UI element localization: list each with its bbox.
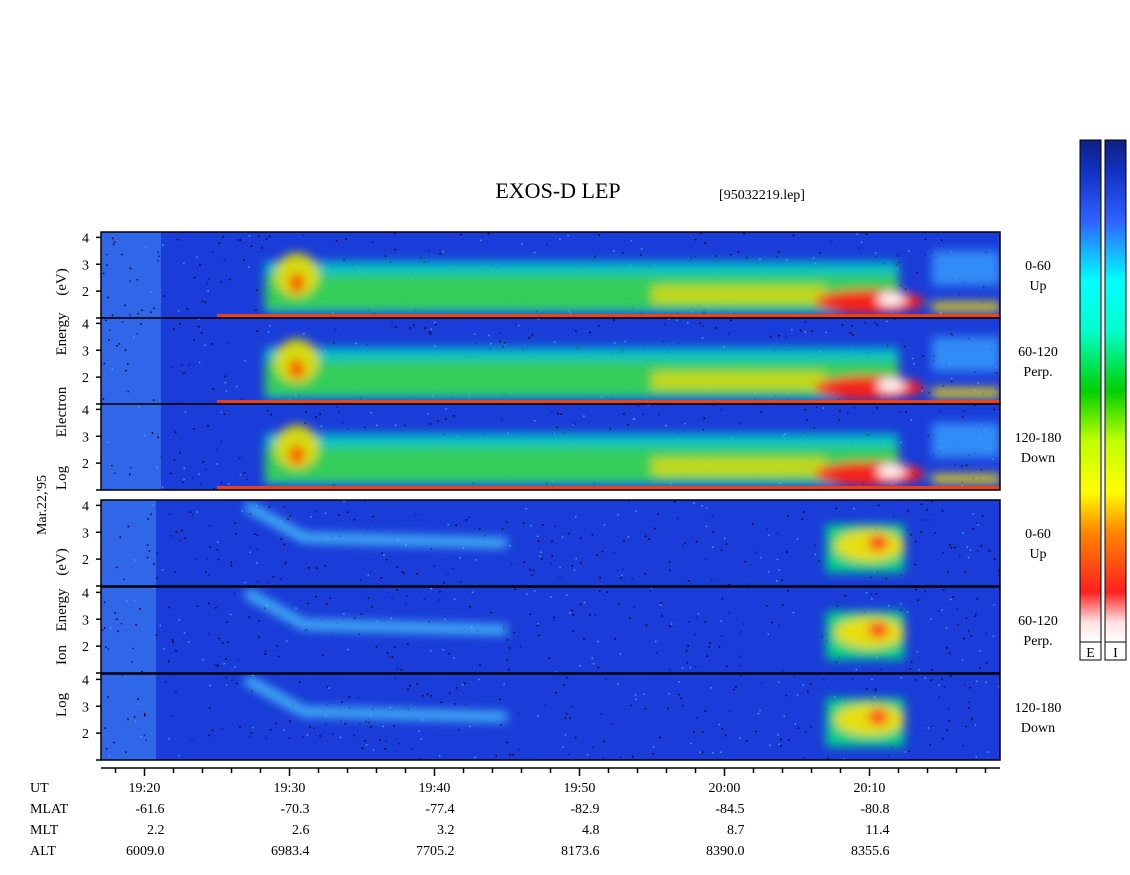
y-tick-label: 4 (82, 403, 89, 418)
date-label: Mar.22,'95 (35, 475, 50, 535)
y-axis-label-word: Ion (54, 645, 70, 665)
y-tick-label: 3 (82, 344, 89, 359)
y-tick-label: 2 (82, 727, 89, 742)
y-tick-label: 3 (82, 526, 89, 541)
y-axis-label-word: (eV) (54, 268, 70, 295)
y-tick-label: 2 (82, 640, 89, 655)
y-tick-label: 2 (82, 457, 89, 472)
ephemeris-mlt-value: 4.8 (582, 823, 600, 838)
ephemeris-row-label: UT (30, 781, 49, 796)
y-tick-label: 2 (82, 285, 89, 300)
ephemeris-mlat-value: -61.6 (135, 802, 164, 817)
y-tick-label: 4 (82, 673, 89, 688)
ephemeris-row-label: MLAT (30, 802, 69, 817)
panel-direction-label: Perp. (1023, 634, 1052, 649)
panel-direction-label: Up (1029, 547, 1046, 562)
panel-electron-0-60: 2 3 4 (82, 231, 1001, 319)
ephemeris-row-label: MLT (30, 823, 59, 838)
y-axis-label-word: (eV) (54, 548, 70, 575)
ephemeris-alt-value: 6009.0 (126, 844, 165, 859)
ephemeris-alt-value: 8173.6 (561, 844, 600, 859)
panel-direction-label: Up (1029, 279, 1046, 294)
ephemeris-times-value: 19:20 (129, 781, 161, 796)
colorbar-electron-label: E (1086, 646, 1095, 661)
chart-title: EXOS-D LEP (495, 178, 620, 203)
time-axis (101, 767, 1000, 776)
panel-frame (100, 403, 1001, 491)
ephemeris-mlt-value: 2.2 (147, 823, 165, 838)
panel-angle-label: 60-120 (1018, 345, 1058, 360)
ephemeris-mlt-value: 11.4 (866, 823, 890, 838)
ephemeris-alt-value: 7705.2 (416, 844, 455, 859)
ephemeris-times-value: 20:10 (854, 781, 886, 796)
ephemeris-mlt-value: 2.6 (292, 823, 310, 838)
panel-frame (100, 673, 1001, 761)
panel-angle-label: 60-120 (1018, 614, 1058, 629)
panel-angle-label: 120-180 (1015, 431, 1062, 446)
y-axis-labels: Log Electron Energy (eV) Log Ion Energy (eV) (54, 268, 70, 717)
ephemeris-mlt-value: 3.2 (437, 823, 455, 838)
colorbar-ion-label-box (1104, 641, 1127, 661)
y-tick-label: 4 (82, 586, 89, 601)
y-axis-label-word: Energy (54, 588, 70, 632)
colorbar-ion (1104, 139, 1127, 643)
ephemeris-times-value: 19:50 (564, 781, 596, 796)
y-tick-label: 3 (82, 613, 89, 628)
panel-side-labels: 0-60 Up 60-120 Perp. 120-180 Down 0-60 Up 60-120… (1015, 259, 1062, 736)
ephemeris-times-value: 19:40 (419, 781, 451, 796)
ephemeris-mlat-value: -84.5 (715, 802, 744, 817)
panel-angle-label: 0-60 (1025, 527, 1051, 542)
y-tick-label: 4 (82, 499, 89, 514)
colorbar-ion-label: I (1113, 646, 1118, 661)
panel-frame (100, 586, 1001, 674)
y-tick-label: 3 (82, 430, 89, 445)
panel-frame (100, 499, 1001, 587)
ephemeris-mlt-value: 8.7 (727, 823, 745, 838)
file-label: [95032219.lep] (719, 188, 805, 203)
colorbars: E I (1079, 139, 1127, 661)
panel-electron-120-180: 2 3 4 (82, 403, 1001, 491)
ephemeris-alt-value: 8355.6 (851, 844, 890, 859)
panel-angle-label: 0-60 (1025, 259, 1051, 274)
panel-ion-0-60: 2 3 4 (82, 499, 1001, 587)
panel-electron-60-120: 2 3 4 (82, 317, 1001, 405)
colorbar-electron (1079, 139, 1102, 643)
panel-direction-label: Perp. (1023, 365, 1052, 380)
ephemeris-mlat-value: -70.3 (280, 802, 309, 817)
y-axis-label-word: Log (54, 692, 70, 717)
y-tick-label: 4 (82, 231, 89, 246)
ephemeris-mlat-value: -77.4 (425, 802, 454, 817)
ephemeris-alt-value: 6983.4 (271, 844, 310, 859)
spectrogram-panels: 2 3 4 2 3 4 2 3 4 2 3 4 2 3 4 2 3 4 (82, 231, 1001, 761)
panel-angle-label: 120-180 (1015, 701, 1062, 716)
panel-ion-120-180: 2 3 4 (82, 673, 1001, 761)
y-axis-label-word: Electron (54, 386, 70, 437)
y-tick-label: 3 (82, 258, 89, 273)
y-axis-label-word: Log (54, 465, 70, 490)
ephemeris-times-value: 19:30 (274, 781, 306, 796)
y-tick-label: 2 (82, 553, 89, 568)
ephemeris-mlat-value: -80.8 (860, 802, 889, 817)
ephemeris-alt-value: 8390.0 (706, 844, 745, 859)
ephemeris-table: UT MLAT MLT ALT 19:20 -61.6 2.2 6009.0 19:30 -70.… (30, 781, 890, 859)
ephemeris-mlat-value: -82.9 (570, 802, 599, 817)
y-tick-label: 4 (82, 317, 89, 332)
ephemeris-times-value: 20:00 (709, 781, 741, 796)
panel-direction-label: Down (1021, 451, 1055, 466)
y-axis-label-word: Energy (54, 312, 70, 356)
colorbar-electron-label-box (1079, 641, 1102, 661)
panel-direction-label: Down (1021, 721, 1055, 736)
y-tick-label: 3 (82, 700, 89, 715)
panel-ion-60-120: 2 3 4 (82, 586, 1001, 674)
y-tick-label: 2 (82, 371, 89, 386)
ephemeris-row-label: ALT (30, 844, 56, 859)
